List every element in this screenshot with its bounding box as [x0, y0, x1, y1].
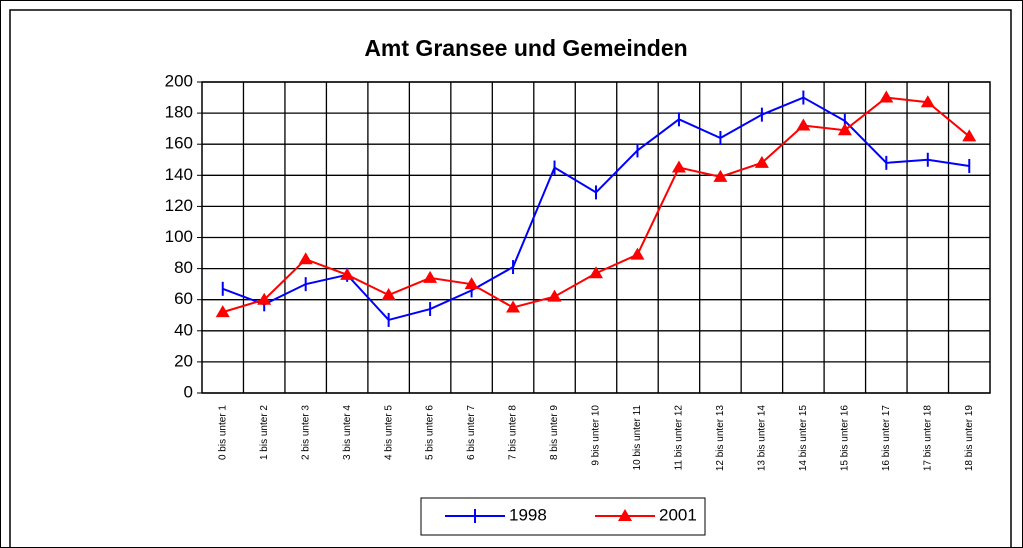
x-tick-label: 18 bis unter 19: [964, 405, 975, 472]
x-tick-label: 17 bis unter 18: [922, 405, 933, 472]
point: [713, 169, 728, 182]
y-tick-label: 160: [165, 134, 193, 153]
point: [962, 129, 977, 142]
y-tick-label: 20: [174, 351, 193, 370]
point: [589, 266, 603, 279]
point: [618, 509, 632, 521]
x-tick-label: 7 bis unter 8: [508, 405, 519, 460]
point: [257, 292, 272, 305]
x-tick-label: 6 bis unter 7: [466, 405, 477, 460]
x-tick-label: 8 bis unter 9: [549, 405, 560, 460]
y-tick-label: 120: [165, 196, 193, 215]
point: [920, 95, 935, 108]
x-tick-label: 15 bis unter 16: [839, 405, 850, 472]
y-tick-label: 40: [174, 320, 193, 339]
point: [671, 160, 686, 173]
x-tick-label: 10 bis unter 11: [632, 405, 643, 471]
point: [506, 300, 521, 313]
point: [423, 270, 438, 283]
point: [298, 252, 313, 265]
point: [340, 267, 355, 280]
y-tick-label: 80: [174, 258, 193, 277]
x-tick-label: 16 bis unter 17: [881, 405, 892, 472]
y-tick-label: 180: [165, 103, 193, 122]
x-tick-label: 14 bis unter 15: [798, 405, 809, 472]
point: [796, 118, 811, 131]
point: [879, 90, 894, 103]
x-tick-label: 1 bis unter 2: [259, 405, 270, 460]
x-tick-label: 12 bis unter 13: [715, 405, 726, 472]
point: [754, 155, 769, 168]
x-tick-label: 13 bis unter 14: [757, 405, 768, 472]
x-tick-label: 2 bis unter 3: [300, 405, 311, 460]
legend-label: 2001: [659, 505, 697, 524]
x-tick-label: 11 bis unter 12: [674, 405, 685, 471]
x-tick-label: 0 bis unter 1: [217, 405, 228, 460]
chart-border: [9, 9, 1012, 548]
point: [547, 289, 562, 302]
point: [464, 277, 479, 290]
y-tick-label: 60: [174, 289, 193, 308]
y-tick-label: 200: [165, 71, 193, 90]
point: [630, 247, 645, 260]
point: [215, 305, 230, 318]
x-tick-label: 3 bis unter 4: [342, 405, 353, 460]
point: [381, 288, 396, 301]
y-tick-label: 140: [165, 165, 193, 184]
legend-label: 1998: [509, 505, 547, 524]
y-tick-label: 100: [165, 227, 193, 246]
x-tick-label: 9 bis unter 10: [591, 405, 602, 466]
point: [837, 123, 852, 136]
x-tick-label: 5 bis unter 6: [425, 405, 436, 460]
chart-title: Amt Gransee und Gemeinden: [364, 35, 687, 61]
y-tick-label: 0: [184, 382, 193, 401]
x-tick-label: 4 bis unter 5: [383, 405, 394, 460]
